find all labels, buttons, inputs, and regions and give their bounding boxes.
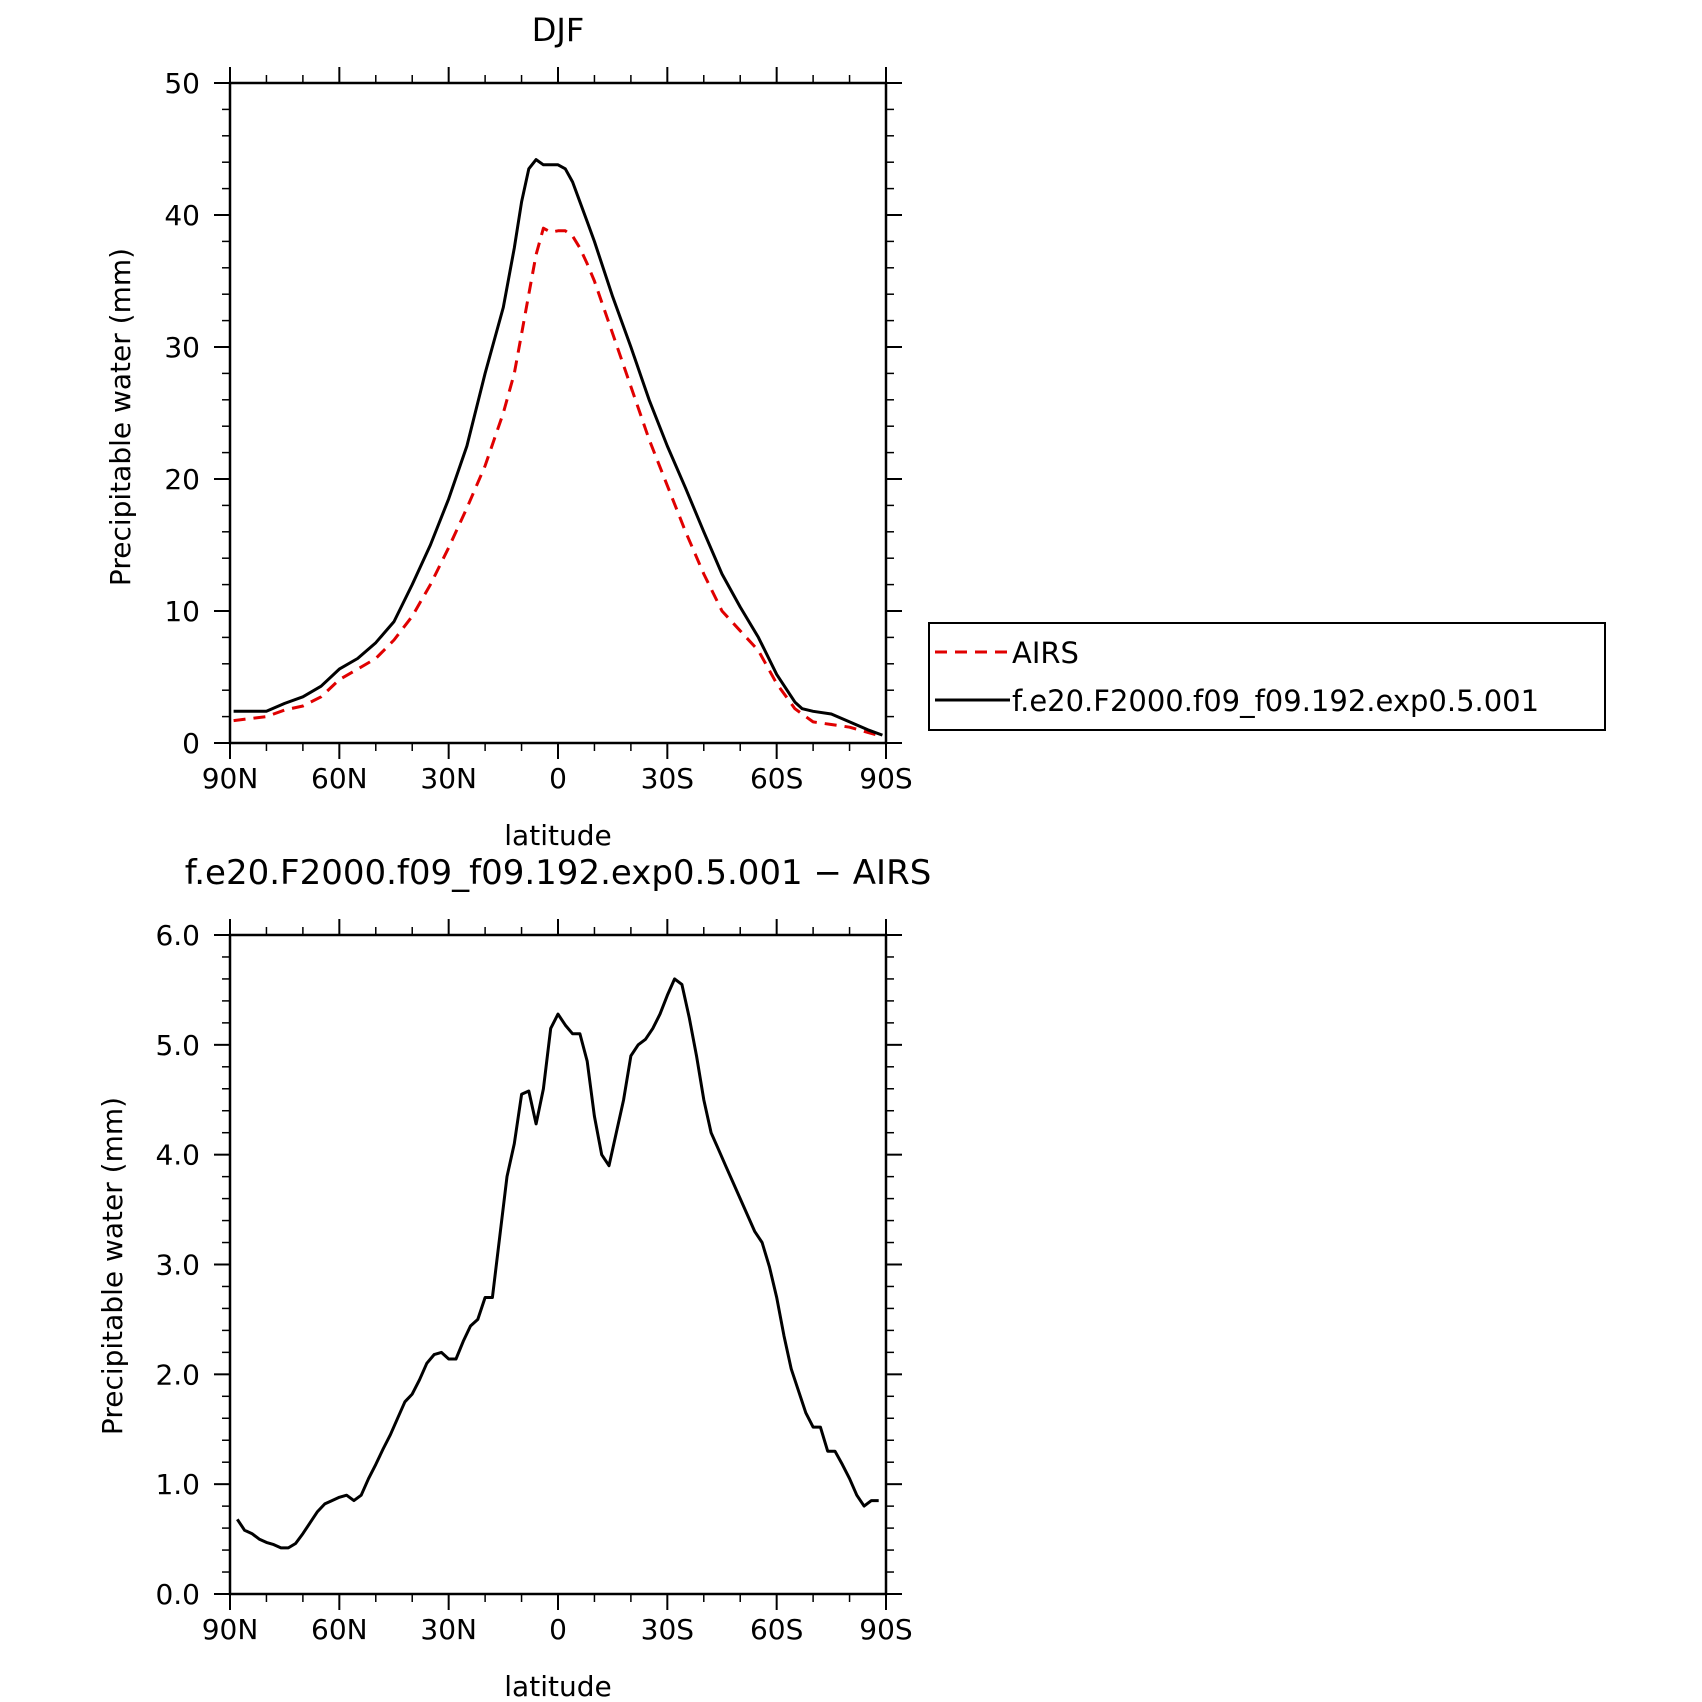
bottom-chart-y-axis-label: Precipitable water (mm): [96, 1097, 129, 1435]
bottom-chart-y-tick-label: 1.0: [155, 1468, 200, 1501]
top-chart-legend: AIRS f.e20.F2000.f09_f09.192.exp0.5.001: [928, 622, 1606, 731]
top-chart-x-tick-label: 30S: [641, 762, 694, 795]
bottom-chart-y-tick-label: 3.0: [155, 1249, 200, 1282]
bottom-chart-y-tick-label: 5.0: [155, 1029, 200, 1062]
top-chart-y-tick-label: 0: [182, 727, 200, 760]
top-chart-x-tick-label: 60N: [311, 762, 368, 795]
top-chart-series-line-airs: [233, 226, 883, 738]
top-chart-x-tick-label: 60S: [750, 762, 803, 795]
top-chart-plot-area: 90N 60N 30N 0 30S 60S 90S 0 10 20 30 40 50: [164, 67, 913, 795]
bottom-chart-x-tick-label: 0: [549, 1613, 567, 1646]
legend-frame: [928, 622, 1606, 731]
top-chart-x-tick-label: 0: [549, 762, 567, 795]
top-chart-series-line-f-e20-f2000-f09-f09-192-exp0-5-001: [233, 158, 883, 737]
top-chart-x-tick-label: 90N: [202, 762, 259, 795]
bottom-chart-x-tick-label: 90N: [202, 1613, 259, 1646]
top-chart-title: DJF: [532, 11, 584, 49]
top-chart-y-tick-label: 10: [164, 595, 200, 628]
bottom-chart-x-tick-label: 90S: [859, 1613, 912, 1646]
top-chart-y-tick-label: 30: [164, 331, 200, 364]
bottom-chart-series-line-difference: [236, 977, 879, 1550]
bottom-chart-title: f.e20.F2000.f09_f09.192.exp0.5.001 − AIR…: [185, 853, 932, 893]
top-chart-x-tick-label: 90S: [859, 762, 912, 795]
legend-label-airs: AIRS: [1012, 636, 1079, 670]
bottom-chart-x-tick-label: 60S: [750, 1613, 803, 1646]
bottom-chart-x-axis-label: latitude: [504, 1670, 611, 1702]
top-chart-y-tick-label: 20: [164, 463, 200, 496]
bottom-chart-y-tick-label: 2.0: [155, 1358, 200, 1391]
top-chart-y-tick-label: 40: [164, 199, 200, 232]
bottom-chart-y-tick-label: 4.0: [155, 1139, 200, 1172]
bottom-chart-y-tick-label: 6.0: [155, 919, 200, 952]
bottom-chart-y-tick-label: 0.0: [155, 1578, 200, 1611]
top-chart-y-axis-label: Precipitable water (mm): [104, 248, 137, 586]
bottom-chart-frame: [228, 933, 888, 1596]
top-chart-x-tick-label: 30N: [420, 762, 477, 795]
legend-label-model: f.e20.F2000.f09_f09.192.exp0.5.001: [1012, 684, 1539, 718]
bottom-chart-x-tick-label: 60N: [311, 1613, 368, 1646]
top-chart-y-tick-label: 50: [164, 67, 200, 100]
bottom-chart-x-tick-label: 30S: [641, 1613, 694, 1646]
top-chart-frame: [228, 81, 888, 745]
top-chart-x-axis-label: latitude: [504, 819, 611, 852]
bottom-chart-x-tick-label: 30N: [420, 1613, 477, 1646]
bottom-chart-plot-area: 90N 60N 30N 0 30S 60S 90S 0.0 1.0 2.0 3.0 4.0 5.0 6.0: [155, 919, 913, 1646]
